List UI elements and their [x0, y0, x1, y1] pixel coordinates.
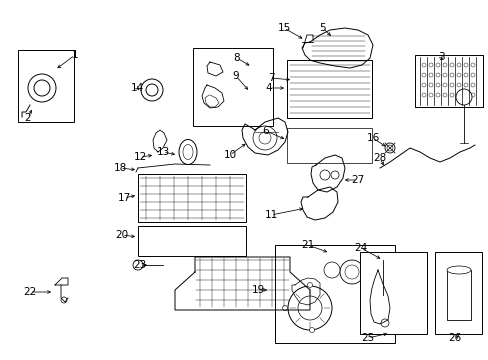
- Circle shape: [252, 126, 276, 150]
- Circle shape: [307, 283, 312, 288]
- Circle shape: [435, 73, 439, 77]
- Circle shape: [442, 63, 446, 67]
- Text: 1: 1: [72, 50, 78, 60]
- Bar: [138, 226, 245, 256]
- Text: 15: 15: [277, 23, 290, 33]
- Circle shape: [428, 73, 432, 77]
- Circle shape: [449, 63, 453, 67]
- Bar: [446, 270, 470, 320]
- Text: 24: 24: [354, 243, 367, 253]
- Ellipse shape: [183, 144, 193, 159]
- Text: 4: 4: [265, 83, 272, 93]
- Circle shape: [386, 145, 392, 151]
- Circle shape: [421, 93, 425, 97]
- Ellipse shape: [446, 266, 470, 274]
- Circle shape: [377, 293, 387, 303]
- Circle shape: [309, 328, 314, 333]
- Text: 26: 26: [447, 333, 461, 343]
- Bar: [286, 60, 371, 118]
- Circle shape: [449, 93, 453, 97]
- Text: 8: 8: [233, 53, 240, 63]
- Text: 13: 13: [156, 147, 169, 157]
- Circle shape: [133, 260, 142, 270]
- Text: 22: 22: [23, 287, 37, 297]
- Circle shape: [456, 93, 460, 97]
- Circle shape: [470, 73, 474, 77]
- Circle shape: [297, 296, 321, 320]
- Circle shape: [435, 93, 439, 97]
- Ellipse shape: [179, 139, 197, 165]
- Circle shape: [34, 80, 50, 96]
- Circle shape: [339, 260, 363, 284]
- Text: 10: 10: [223, 150, 236, 160]
- Circle shape: [456, 83, 460, 87]
- Circle shape: [442, 83, 446, 87]
- Circle shape: [421, 63, 425, 67]
- Text: 6: 6: [262, 126, 269, 136]
- Text: 27: 27: [351, 175, 364, 185]
- Circle shape: [455, 89, 471, 105]
- Text: 17: 17: [117, 193, 130, 203]
- Circle shape: [421, 73, 425, 77]
- Bar: [286, 128, 371, 163]
- Text: 23: 23: [133, 260, 146, 270]
- Circle shape: [282, 306, 287, 310]
- Bar: [414, 55, 482, 107]
- Circle shape: [146, 84, 158, 96]
- Circle shape: [330, 171, 338, 179]
- Circle shape: [345, 265, 358, 279]
- Circle shape: [456, 73, 460, 77]
- Circle shape: [435, 63, 439, 67]
- Text: 14: 14: [130, 83, 143, 93]
- Circle shape: [61, 297, 67, 303]
- Circle shape: [319, 170, 329, 180]
- Text: 16: 16: [366, 133, 379, 143]
- Circle shape: [141, 79, 163, 101]
- Circle shape: [428, 93, 432, 97]
- Circle shape: [259, 132, 270, 144]
- Circle shape: [28, 74, 56, 102]
- Bar: [434, 252, 481, 334]
- Text: 28: 28: [373, 153, 386, 163]
- Bar: [193, 48, 272, 126]
- Text: 7: 7: [267, 73, 274, 83]
- Circle shape: [428, 83, 432, 87]
- Circle shape: [449, 83, 453, 87]
- Text: 9: 9: [232, 71, 239, 81]
- Bar: [359, 252, 426, 334]
- Circle shape: [287, 286, 331, 330]
- Text: 12: 12: [133, 152, 146, 162]
- Circle shape: [324, 262, 339, 278]
- Text: 3: 3: [437, 52, 444, 62]
- Text: 25: 25: [361, 333, 374, 343]
- Text: 11: 11: [264, 210, 277, 220]
- Circle shape: [421, 83, 425, 87]
- Circle shape: [463, 83, 467, 87]
- Circle shape: [463, 93, 467, 97]
- Circle shape: [428, 63, 432, 67]
- Text: 19: 19: [251, 285, 264, 295]
- Text: 18: 18: [113, 163, 126, 173]
- Circle shape: [442, 73, 446, 77]
- Circle shape: [463, 73, 467, 77]
- Text: 5: 5: [319, 23, 325, 33]
- Circle shape: [470, 83, 474, 87]
- Text: 20: 20: [115, 230, 128, 240]
- Circle shape: [442, 93, 446, 97]
- Circle shape: [379, 295, 385, 301]
- Bar: [274, 245, 394, 343]
- Bar: [138, 174, 245, 222]
- Circle shape: [449, 73, 453, 77]
- Text: 2: 2: [24, 113, 31, 123]
- Circle shape: [435, 83, 439, 87]
- Circle shape: [380, 319, 388, 327]
- Bar: [18, 50, 74, 122]
- Circle shape: [470, 63, 474, 67]
- Circle shape: [470, 93, 474, 97]
- Circle shape: [463, 63, 467, 67]
- Circle shape: [456, 63, 460, 67]
- Text: 21: 21: [301, 240, 314, 250]
- Circle shape: [384, 143, 394, 153]
